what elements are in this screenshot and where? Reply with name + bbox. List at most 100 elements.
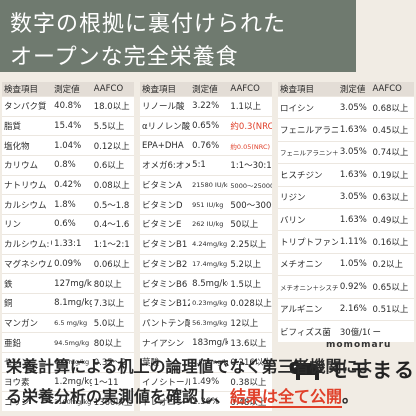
nutrient-name: マンガン [2,312,53,333]
nutrient-name: ビタミンB6 [140,273,191,294]
footer-line2-prefix: る栄養分析の実測値を確認し、 [6,387,231,406]
measured-value: 94.5mg/kg [52,332,92,353]
aafco-standard: 5.0以上 [91,312,134,333]
aafco-standard: 0.16以上 [370,230,414,254]
column-header: AAFCO [370,82,414,97]
measured-value: 3.05% [337,140,371,164]
measured-value: 8.5mg/kg [190,273,229,294]
measured-value: 1.04% [52,135,92,156]
column-header: AAFCO [228,82,272,97]
nutrient-name: タンパク質 [2,96,53,117]
table-row: ナトリウム 0.42% 0.08以上 [2,174,134,195]
aafco-standard: 7.3以上 [91,292,134,314]
nutrient-name: リノール酸 [140,96,191,117]
table-row: リノール酸 3.22% 1.1以上 [140,96,272,117]
dog-logo-icon [289,358,322,380]
aafco-standard: 12以上 [228,312,272,333]
measured-value: 8.1mg/kg [52,292,92,314]
measured-value: 3.22% [190,96,229,117]
measured-value: 1.36% [190,391,229,411]
aafco-standard: 0.63以上 [370,185,414,209]
measured-value: 1.63% [337,207,371,231]
aafco-standard: 0.5〜1.8 [91,194,134,215]
brand-name-en: momomaru [326,340,392,350]
measured-value: 1.33:1 [52,233,92,254]
column-header: AAFCO [91,82,134,97]
aafco-standard: 80以上 [91,273,134,294]
table-row: ビタミンB2 17.4mg/kg 5.2以上 [140,253,272,274]
aafco-standard: 80以上 [91,332,134,353]
measured-value: 2.16% [337,297,371,321]
nutrient-table-vitamins: 検査項目 測定値 AAFCO リノール酸 3.22% 1.1以上 αリノレン酸 0.65% 約0… [140,82,272,411]
aafco-standard: 0.68以上 [370,95,414,119]
aafco-standard: 1:1〜2:1 [91,233,134,254]
aafco-standard: 13.6以上 [228,332,272,353]
column-header: 検査項目 [278,82,338,97]
nutrient-name: ビフィズス菌 [278,319,338,343]
nutrient-name: ロイシン [278,95,338,119]
table-row: ロイシン 3.05% 0.68以上 [278,95,414,119]
column-header: 検査項目 [2,82,53,97]
nutrient-name: 葉酸 [140,351,191,373]
aafco-standard: 約0.3(NRC) [228,115,272,136]
measured-value: 0.6% [52,214,92,235]
table-row: マグネシウム 0.09% 0.06以上 [2,253,134,274]
column-header: 測定値 [337,82,371,97]
aafco-standard: 0.028以上 [228,292,272,314]
measured-value: 3.05% [337,185,371,209]
measured-value: 21580 IU/kg [190,174,229,195]
measured-value: 0.76% [190,135,229,156]
table-row: リン 0.6% 0.4〜1.6 [2,214,134,235]
nutrient-name: カルシウム:リン [2,233,53,254]
table-row: パントテン酸 56.3mg/kg 12以上 [140,312,272,333]
nutrient-name: カリウム [2,155,53,176]
nutrient-name: メチオニン＋シスチン [278,275,338,299]
footer-line1: 栄養計算による机上の論理値でなく第三者機関によ [6,357,374,376]
table-row: 銅 8.1mg/kg 7.3以上 [2,292,134,314]
table-row: フェニルアラニン1.63%0.45以上 [278,118,414,142]
measured-value: 0.65% [190,115,229,136]
measured-value: 3.05% [337,95,371,119]
measured-value: 0.23mg/kg [190,292,229,314]
measured-value: 1.05% [337,252,371,276]
nutrient-name: 塩化物 [2,135,53,156]
aafco-standard: 0.35〜2 [91,351,134,373]
aafco-standard: 5.2以上 [228,253,272,274]
nutrient-name: ビタミンE [140,214,191,235]
aafco-standard: ー [370,319,414,343]
measured-value: 183mg/kg [190,332,229,353]
aafco-standard: 1:1〜30:1 [228,155,272,176]
nutrient-name: トレオニン [140,391,191,411]
measured-value: 1.63% [337,118,371,142]
nutrient-name: リン [2,214,53,235]
aafco-standard: 0.51以上 [370,297,414,321]
nutrient-name: マグネシウム [2,253,53,274]
aafco-standard: 50以上 [228,214,272,235]
nutrient-name: ヒスチジン [278,163,338,187]
nutrient-name: 銅 [2,292,53,314]
nutrient-name: ナイアシン [140,332,191,353]
nutrient-name: ビタミンA [140,174,191,195]
measured-value: 0.42% [52,174,92,195]
measured-value: 0.56mg/kg [52,351,92,373]
table-row: メチオニン 1.05% 0.2以上 [278,252,414,276]
nutrient-name: リジン [278,185,338,209]
nutrient-name: コリン [2,391,53,411]
nutrient-name: パントテン酸 [140,312,191,333]
column-header: 検査項目 [140,82,191,97]
measured-value: 127mg/kg [52,273,92,294]
table-row: 葉酸 0.802mg/kg 0.216以上 [140,351,272,373]
measured-value: 0.802mg/kg [190,351,229,373]
aafco-standard: 5.5以上 [91,115,134,136]
aafco-standard: 0.48以上 [228,391,272,411]
measured-value: 1.63% [337,163,371,187]
measured-value: 5:1 [190,155,229,176]
aafco-standard: 500〜3000 [228,194,272,215]
table-row: ビタミンE 262 IU/kg 50以上 [140,214,272,235]
headline-banner: 数字の根拠に裏付けられた オープンな完全栄養食 [0,0,356,72]
aafco-standard: 5000〜250000 [228,174,272,195]
